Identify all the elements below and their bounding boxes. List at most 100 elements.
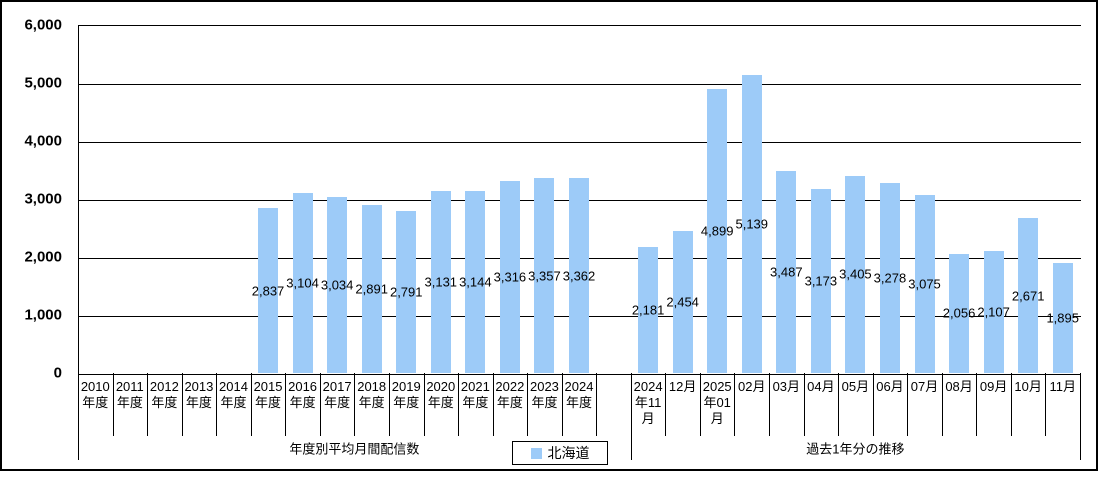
x-axis-tick-label: 03月 xyxy=(772,379,801,394)
y-axis-tick-label: 4,000 xyxy=(24,132,62,150)
axis-tick-mark xyxy=(250,373,252,436)
bar xyxy=(741,74,762,373)
x-axis-tick-label: 05月 xyxy=(841,379,870,394)
axis-tick-mark xyxy=(112,373,114,436)
x-axis-tick-label: 2020年度 xyxy=(426,379,456,410)
bar xyxy=(1018,218,1039,373)
axis-tick-mark xyxy=(319,373,321,436)
bar xyxy=(638,246,659,373)
bar-value-label: 3,316 xyxy=(493,269,527,285)
x-axis-tick-label: 2025年01月 xyxy=(702,379,732,426)
axis-tick-mark xyxy=(803,373,805,436)
gridline xyxy=(79,84,1081,85)
x-axis-tick-label: 07月 xyxy=(910,379,939,394)
bar xyxy=(534,178,555,373)
bar-value-label: 3,405 xyxy=(839,266,872,282)
bar xyxy=(810,188,831,373)
axis-group-divider xyxy=(1080,373,1081,460)
axis-tick-mark xyxy=(181,373,183,436)
axis-group-label: 年度別平均月間配信数 xyxy=(289,441,420,457)
bar xyxy=(361,205,382,373)
bar xyxy=(914,194,935,373)
x-axis-tick-label: 02月 xyxy=(738,379,766,394)
y-axis-tick-label: 3,000 xyxy=(24,190,62,208)
bar xyxy=(499,180,520,373)
axis-tick-mark xyxy=(907,373,909,436)
axis-tick-mark xyxy=(596,373,598,436)
x-axis-tick-label: 12月 xyxy=(668,379,697,394)
bar-value-label: 3,075 xyxy=(908,276,941,292)
axis-tick-mark xyxy=(872,373,874,436)
bar xyxy=(292,192,313,373)
bar-value-label: 3,357 xyxy=(528,268,561,284)
legend: 北海道 xyxy=(512,441,608,465)
legend-swatch-icon xyxy=(530,447,542,459)
x-axis-tick-label: 10月 xyxy=(1014,379,1042,394)
bar-value-label: 2,791 xyxy=(389,284,423,300)
x-axis-tick-label: 2018年度 xyxy=(357,379,387,410)
axis-group-label: 過去1年分の推移 xyxy=(806,441,905,457)
axis-tick-mark xyxy=(147,373,149,436)
bar xyxy=(327,197,348,373)
x-axis-tick-label: 04月 xyxy=(807,379,835,394)
bar xyxy=(396,211,417,373)
axis-tick-mark xyxy=(388,373,390,436)
bar-value-label: 3,104 xyxy=(286,275,319,291)
bar-value-label: 2,181 xyxy=(631,302,665,318)
bar-value-label: 2,837 xyxy=(251,283,285,299)
bar-value-label: 3,144 xyxy=(459,274,492,290)
bar xyxy=(776,170,797,373)
axis-tick-mark xyxy=(354,373,356,436)
x-axis-tick-label: 2024年11月 xyxy=(633,379,663,426)
bar-value-label: 3,278 xyxy=(873,270,907,286)
y-axis-tick-label: 2,000 xyxy=(24,248,62,266)
x-axis-tick-label: 2016年度 xyxy=(288,379,318,410)
bar xyxy=(879,182,900,373)
bar xyxy=(1052,263,1073,373)
y-axis-tick-label: 0 xyxy=(53,364,62,382)
x-axis-tick-label: 08月 xyxy=(945,379,973,394)
x-axis-tick-label: 2019年度 xyxy=(391,379,421,410)
bar xyxy=(845,175,866,373)
x-axis-tick-label: 2012年度 xyxy=(149,379,179,410)
bar xyxy=(569,178,589,373)
x-axis-tick-label: 2014年度 xyxy=(219,379,248,410)
bar xyxy=(707,88,728,373)
bar-value-label: 4,899 xyxy=(700,223,734,239)
axis-tick-mark xyxy=(734,373,736,436)
axis-tick-mark xyxy=(458,373,460,436)
x-axis-tick-label: 2024年度 xyxy=(564,379,594,410)
gridline xyxy=(79,142,1081,143)
axis-tick-mark xyxy=(285,373,287,436)
bar xyxy=(465,190,486,373)
axis-group-divider xyxy=(78,373,79,460)
bar-value-label: 3,034 xyxy=(320,277,354,293)
y-axis-tick-label: 6,000 xyxy=(24,16,62,34)
bar-value-label: 3,487 xyxy=(770,264,803,280)
bar-value-label: 1,895 xyxy=(1046,310,1079,326)
bar-value-label: 2,891 xyxy=(355,281,388,297)
axis-tick-mark xyxy=(492,373,494,436)
x-axis-tick-label: 2023年度 xyxy=(529,379,559,410)
bar-value-label: 5,139 xyxy=(735,216,769,232)
bar xyxy=(672,230,693,373)
x-axis-tick-label: 2015年度 xyxy=(253,379,283,410)
axis-tick-mark xyxy=(216,373,218,436)
x-axis-tick-label: 06月 xyxy=(876,379,904,394)
axis-tick-mark xyxy=(423,373,425,436)
y-axis-tick-label: 1,000 xyxy=(24,306,62,324)
y-axis-tick-label: 5,000 xyxy=(24,74,62,92)
x-axis-tick-label: 2010年度 xyxy=(80,379,110,410)
axis-group-divider xyxy=(630,373,632,460)
bar-value-label: 2,056 xyxy=(942,305,976,321)
bar-value-label: 3,173 xyxy=(804,273,838,289)
bar xyxy=(949,253,970,373)
axis-tick-mark xyxy=(561,373,563,436)
bar-value-label: 3,131 xyxy=(424,274,458,290)
x-axis-tick-label: 2011年度 xyxy=(115,379,144,410)
bar xyxy=(430,191,451,373)
axis-tick-mark xyxy=(665,373,667,436)
bar xyxy=(258,208,279,373)
x-axis-tick-label: 2021年度 xyxy=(460,379,490,410)
